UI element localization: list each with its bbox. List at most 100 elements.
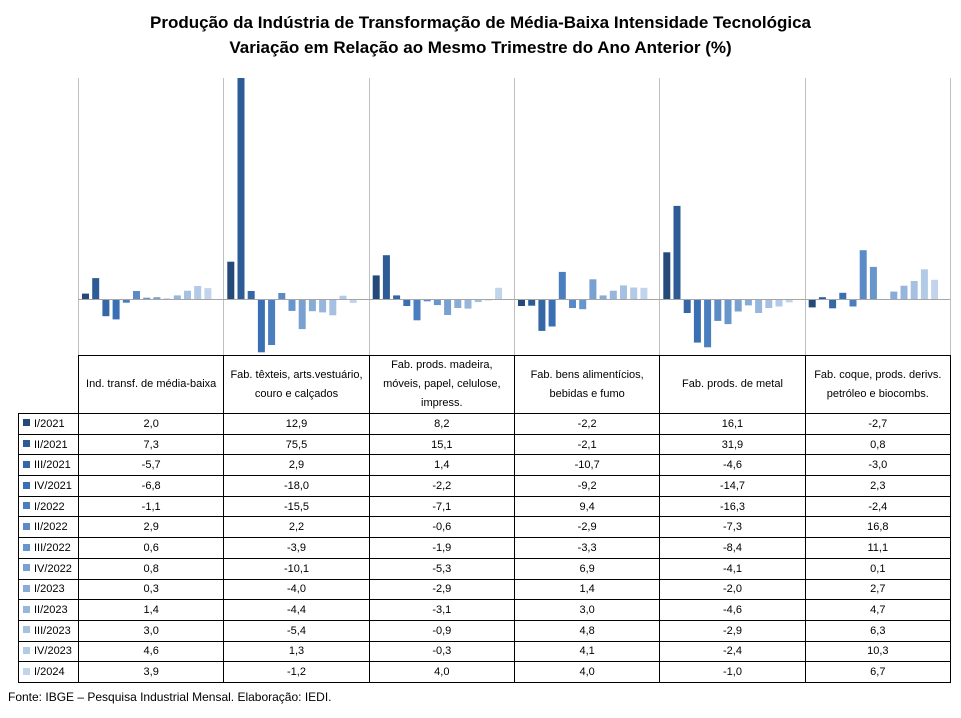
legend-swatch (23, 440, 30, 448)
legend-entry: II/2022 (18, 516, 79, 539)
data-cell: 1,4 (513, 578, 661, 601)
data-table: Ind. transf. de média-baixa Fab. têxteis,… (18, 355, 951, 683)
data-cell: -6,8 (77, 475, 225, 497)
bar (640, 287, 648, 300)
data-cell: 0,8 (77, 557, 225, 580)
bar (339, 295, 347, 300)
data-cell: -2,0 (659, 578, 806, 601)
bar (518, 299, 525, 306)
data-cell: -5,4 (223, 619, 370, 642)
category-label: Fab. bens alimentícios, bebidas e fumo (513, 355, 661, 414)
bar (744, 299, 752, 306)
data-cell: -5,7 (77, 454, 225, 477)
data-cell: 4,6 (77, 640, 225, 663)
legend-entry: I/2021 (18, 413, 79, 435)
data-cell: 7,3 (77, 433, 225, 456)
chart-plot-area (78, 78, 951, 355)
legend-swatch (23, 502, 30, 510)
legend-swatch (23, 419, 30, 427)
category-label: Ind. transf. de média-baixa (77, 355, 225, 414)
data-cell: -8,4 (659, 537, 806, 559)
bar (818, 297, 826, 300)
data-cell: -4,0 (223, 578, 370, 601)
data-cell: -2,9 (368, 578, 515, 601)
legend-entry: III/2021 (18, 454, 79, 477)
data-cell: -4,1 (659, 557, 806, 580)
data-cell: -10,1 (223, 557, 370, 580)
table-row: III/2023 3,0 -5,4 -0,9 4,8 -2,9 6,3 (18, 619, 951, 642)
category-label: Fab. prods. de metal (659, 355, 806, 414)
bar (609, 290, 617, 300)
bar (268, 299, 276, 345)
data-cell: 4,0 (368, 661, 515, 683)
table-row: I/2024 3,9 -1,2 4,0 4,0 -1,0 6,7 (18, 661, 951, 683)
legend-swatch (23, 605, 30, 613)
data-cell: -3,1 (368, 599, 515, 621)
legend-swatch (23, 647, 30, 654)
data-cell: 1,3 (223, 640, 370, 663)
legend-label: I/2021 (34, 417, 65, 430)
bar (319, 299, 327, 313)
legend-swatch (23, 543, 30, 551)
table-row: I/2023 0,3 -4,0 -2,9 1,4 -2,0 2,7 (18, 578, 951, 601)
bar (413, 299, 421, 321)
bar (589, 279, 597, 300)
data-cell: 12,9 (223, 413, 370, 435)
data-cell: -2,4 (804, 495, 951, 518)
data-cell: 15,1 (368, 433, 515, 456)
bar (538, 299, 546, 331)
bar (663, 252, 671, 300)
legend-label: II/2021 (34, 438, 68, 451)
data-cell: 16,1 (659, 413, 806, 435)
bar (194, 286, 202, 300)
data-cell: 2,0 (77, 413, 225, 435)
bar (278, 293, 286, 300)
bar (765, 299, 773, 308)
data-cell: -2,7 (804, 413, 951, 435)
bar (247, 291, 255, 300)
legend-label: IV/2022 (34, 562, 72, 575)
data-cell: -3,3 (513, 537, 661, 559)
bar (153, 297, 161, 300)
bar (329, 299, 337, 316)
bar (237, 78, 245, 300)
bar (569, 299, 576, 308)
bar (839, 292, 847, 300)
legend-swatch (23, 564, 30, 572)
bar (423, 299, 431, 302)
data-cell: 0,8 (804, 433, 951, 456)
bar (579, 299, 587, 310)
table-row: I/2022 -1,1 -15,5 -7,1 9,4 -16,3 -2,4 (18, 495, 951, 518)
bar (444, 299, 452, 315)
data-cell: -9,2 (513, 475, 661, 497)
bar (683, 299, 691, 313)
data-cell: 2,2 (223, 516, 370, 539)
data-cell: 0,3 (77, 578, 225, 601)
bar (724, 299, 732, 325)
data-cell: 31,9 (659, 433, 806, 456)
data-cell: -10,7 (513, 454, 661, 477)
bar (714, 299, 722, 321)
bar (173, 295, 181, 300)
bar (558, 271, 566, 300)
category-label: Fab. prods. madeira, móveis, papel, celu… (368, 355, 515, 414)
table-row: III/2022 0,6 -3,9 -1,9 -3,3 -8,4 11,1 (18, 537, 951, 559)
bar (548, 299, 556, 327)
bar (349, 299, 357, 303)
bar (693, 299, 701, 343)
bar (630, 287, 638, 300)
legend-swatch (23, 584, 30, 592)
bar (403, 299, 411, 306)
bar (890, 291, 898, 300)
legend-swatch (23, 626, 30, 634)
bar (910, 281, 918, 300)
table-row: II/2021 7,3 75,5 15,1 -2,1 31,9 0,8 (18, 433, 951, 456)
legend-label: I/2024 (34, 666, 65, 679)
data-cell: -0,3 (368, 640, 515, 663)
bar (382, 255, 390, 300)
data-cell: 3,0 (513, 599, 661, 621)
data-cell: 10,3 (804, 640, 951, 663)
legend-entry: I/2023 (18, 578, 79, 601)
data-cell: 6,9 (513, 557, 661, 580)
legend-label: III/2023 (34, 624, 71, 637)
